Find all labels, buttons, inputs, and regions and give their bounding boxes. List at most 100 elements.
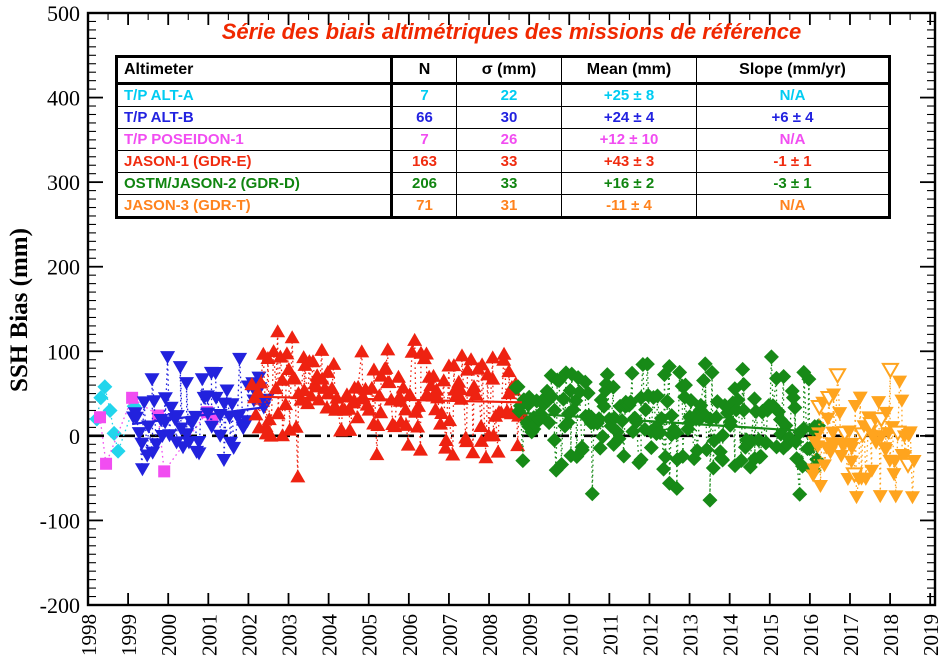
stats-cell-sigma: 33 <box>456 172 562 195</box>
data-point-diamond <box>704 365 720 381</box>
data-point-triangle-down <box>852 391 868 405</box>
data-point-diamond <box>577 374 593 390</box>
data-point-diamond <box>515 453 531 469</box>
data-point-diamond <box>672 364 688 380</box>
stats-cell-n: 66 <box>391 106 457 129</box>
data-point-triangle-down <box>229 410 245 424</box>
x-tick-label: 2008 <box>478 614 502 656</box>
data-point-diamond <box>652 425 668 441</box>
data-point-diamond <box>643 440 659 456</box>
data-point-triangle-down <box>881 362 900 379</box>
data-point-triangle-up <box>288 419 304 433</box>
data-point-triangle-up <box>364 380 380 394</box>
data-point-triangle-up <box>429 382 445 396</box>
data-point-triangle-down <box>887 455 903 469</box>
x-tick-label: 2004 <box>318 614 342 657</box>
data-point-square <box>94 411 107 424</box>
data-point-diamond <box>733 452 749 468</box>
data-point-triangle-up <box>320 364 336 378</box>
data-point-diamond <box>730 392 746 408</box>
data-point-triangle-up <box>270 324 286 338</box>
data-point-triangle-up <box>410 419 426 433</box>
data-point-diamond <box>705 460 721 476</box>
data-point-triangle-up <box>253 375 269 389</box>
data-point-triangle-up <box>438 440 454 454</box>
y-tick-label: -200 <box>40 593 80 618</box>
data-point-triangle-down <box>163 401 179 415</box>
data-point-triangle-down <box>136 396 152 410</box>
data-point-diamond <box>97 379 113 395</box>
stats-cell-altimeter: JASON-3 (GDR-T) <box>116 194 393 218</box>
stats-column-header: Altimeter <box>116 56 393 85</box>
data-point-triangle-up <box>432 416 448 430</box>
data-point-diamond <box>572 384 588 400</box>
data-point-triangle-down <box>212 429 228 443</box>
data-point-triangle-up <box>454 348 470 362</box>
data-point-diamond <box>715 427 731 443</box>
data-point-triangle-up <box>281 362 297 376</box>
y-tick-label: -100 <box>40 508 80 533</box>
data-point-triangle-up <box>410 398 426 412</box>
stats-cell-n: 71 <box>391 194 457 218</box>
stats-column-header: N <box>391 56 457 85</box>
data-point-diamond <box>708 409 724 425</box>
data-point-diamond <box>580 385 596 401</box>
stats-cell-sigma: 30 <box>456 106 562 129</box>
stats-table-row: JASON-1 (GDR-E) 163 33 +43 ± 3 -1 ± 1 <box>116 150 890 173</box>
data-point-triangle-up <box>478 450 494 464</box>
stats-cell-mean: +24 ± 4 <box>561 106 697 129</box>
x-tick-label: 2014 <box>719 614 743 657</box>
x-tick-label: 2006 <box>398 614 422 656</box>
data-point-triangle-up <box>327 398 343 412</box>
data-point-triangle-down <box>806 463 822 477</box>
data-point-diamond <box>785 390 801 406</box>
data-point-diamond <box>110 443 126 459</box>
stats-cell-slope: -3 ± 1 <box>696 172 890 195</box>
data-point-triangle-down <box>162 429 178 443</box>
chart-title: Série des biais altimétriques des missio… <box>221 19 802 44</box>
data-point-triangle-up <box>258 418 274 432</box>
data-point-triangle-down <box>878 406 894 420</box>
data-point-diamond <box>669 480 685 496</box>
data-point-triangle-down <box>826 388 842 402</box>
data-point-triangle-up <box>466 379 482 393</box>
data-point-triangle-down <box>906 454 922 468</box>
stats-cell-slope: +6 ± 4 <box>696 106 890 129</box>
x-tick-label: 2015 <box>759 614 783 656</box>
data-point-triangle-up <box>314 371 330 385</box>
data-point-triangle-up <box>305 354 321 368</box>
data-point-triangle-down <box>833 449 849 463</box>
stats-cell-altimeter: OSTM/JASON-2 (GDR-D) <box>116 172 393 195</box>
data-point-diamond <box>801 371 817 387</box>
data-point-diamond <box>102 402 118 418</box>
data-point-triangle-up <box>412 442 428 456</box>
x-tick-label: 2013 <box>679 614 703 656</box>
data-point-diamond <box>555 391 571 407</box>
stats-table-row: T/P ALT-A 7 22 +25 ± 8 N/A <box>116 83 890 107</box>
data-point-triangle-up <box>369 447 385 461</box>
x-tick-label: 2016 <box>799 614 823 656</box>
data-point-triangle-down <box>131 427 147 441</box>
data-point-diamond <box>693 397 709 413</box>
data-point-diamond <box>560 414 576 430</box>
data-point-diamond <box>638 402 654 418</box>
data-point-diamond <box>562 382 578 398</box>
data-point-triangle-up <box>485 371 501 385</box>
data-point-triangle-down <box>134 463 150 477</box>
stats-cell-sigma: 33 <box>456 150 562 173</box>
data-point-diamond <box>696 373 712 389</box>
stats-table-row: T/P ALT-B 66 30 +24 ± 4 +6 ± 4 <box>116 106 890 129</box>
x-tick-label: 2012 <box>638 614 662 656</box>
stats-cell-sigma: 22 <box>456 83 562 107</box>
stats-cell-n: 163 <box>391 150 457 173</box>
stats-cell-mean: +16 ± 2 <box>561 172 697 195</box>
data-point-square <box>126 391 139 404</box>
data-point-triangle-up <box>458 434 474 448</box>
data-point-triangle-down <box>216 453 232 467</box>
stats-cell-mean: +12 ± 10 <box>561 128 697 151</box>
data-point-triangle-down <box>816 459 832 473</box>
data-point-triangle-up <box>452 381 468 395</box>
data-point-triangle-down <box>888 490 904 504</box>
